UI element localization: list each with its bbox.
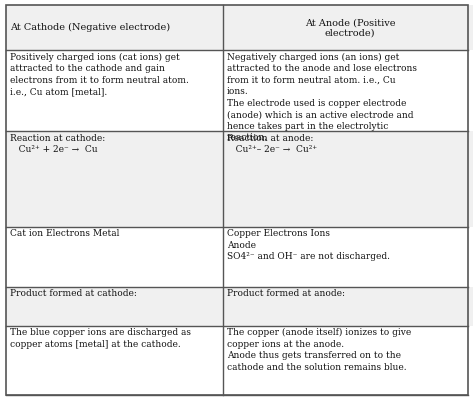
- Text: Positively charged ions (cat ions) get
attracted to the cathode and gain
electro: Positively charged ions (cat ions) get a…: [10, 53, 189, 96]
- Text: The copper (anode itself) ionizes to give
copper ions at the anode.
Anode thus g: The copper (anode itself) ionizes to giv…: [227, 328, 411, 372]
- FancyBboxPatch shape: [6, 287, 223, 326]
- Text: Cat ion Electrons Metal: Cat ion Electrons Metal: [10, 229, 119, 238]
- Text: Reaction at cathode:
   Cu²⁺ + 2e⁻ →  Cu: Reaction at cathode: Cu²⁺ + 2e⁻ → Cu: [10, 134, 105, 154]
- FancyBboxPatch shape: [223, 50, 474, 131]
- FancyBboxPatch shape: [6, 131, 223, 227]
- FancyBboxPatch shape: [6, 326, 223, 395]
- Text: Negatively charged ions (an ions) get
attracted to the anode and lose electrons
: Negatively charged ions (an ions) get at…: [227, 53, 417, 142]
- Text: The blue copper ions are discharged as
copper atoms [metal] at the cathode.: The blue copper ions are discharged as c…: [10, 328, 191, 349]
- FancyBboxPatch shape: [223, 287, 474, 326]
- Text: Reaction at anode:
   Cu²⁺– 2e⁻ →  Cu²⁺: Reaction at anode: Cu²⁺– 2e⁻ → Cu²⁺: [227, 134, 317, 154]
- FancyBboxPatch shape: [6, 50, 223, 131]
- FancyBboxPatch shape: [223, 131, 474, 227]
- Text: Product formed at anode:: Product formed at anode:: [227, 289, 345, 298]
- FancyBboxPatch shape: [6, 5, 223, 50]
- Text: At Anode (Positive
electrode): At Anode (Positive electrode): [305, 18, 395, 38]
- FancyBboxPatch shape: [223, 326, 474, 395]
- FancyBboxPatch shape: [6, 227, 223, 287]
- Text: At Cathode (Negative electrode): At Cathode (Negative electrode): [10, 23, 170, 32]
- Text: Copper Electrons Ions
Anode
SO4²⁻ and OH⁻ are not discharged.: Copper Electrons Ions Anode SO4²⁻ and OH…: [227, 229, 390, 261]
- FancyBboxPatch shape: [223, 5, 474, 50]
- Text: Product formed at cathode:: Product formed at cathode:: [10, 289, 137, 298]
- FancyBboxPatch shape: [223, 227, 474, 287]
